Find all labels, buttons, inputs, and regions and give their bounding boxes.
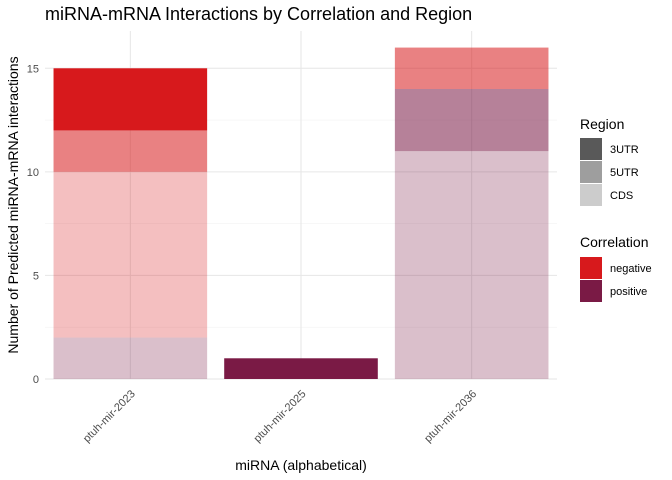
legend-region-swatch bbox=[580, 184, 602, 206]
bar-segment bbox=[224, 358, 378, 379]
legend-correlation-swatch bbox=[580, 257, 602, 279]
legend-region-label: 3UTR bbox=[610, 144, 639, 156]
bar-segment bbox=[53, 68, 208, 131]
legend-correlation-label: negative bbox=[610, 263, 652, 275]
legend-correlation-swatch bbox=[580, 280, 602, 302]
legend-correlation-label: positive bbox=[610, 286, 647, 298]
y-tick-label: 10 bbox=[27, 167, 39, 179]
legend-region-swatch bbox=[580, 138, 602, 160]
bar-segment bbox=[53, 337, 208, 379]
legend-region-swatch bbox=[580, 161, 602, 183]
legend-region-title: Region bbox=[580, 116, 624, 132]
y-tick-label: 15 bbox=[27, 63, 39, 75]
bar-segment bbox=[394, 47, 549, 89]
legend-correlation-title: Correlation bbox=[580, 234, 648, 250]
legend-region-label: 5UTR bbox=[610, 167, 639, 179]
bar-segment bbox=[53, 171, 208, 338]
bar-segment bbox=[394, 151, 549, 379]
y-tick-label: 5 bbox=[33, 270, 39, 282]
bar-segment bbox=[53, 130, 208, 172]
bar-segment bbox=[394, 89, 549, 152]
x-axis-title: miRNA (alphabetical) bbox=[235, 457, 367, 473]
bars bbox=[53, 47, 549, 379]
x-tick-label: ptuh-mir-2036 bbox=[422, 388, 479, 445]
x-tick-label: ptuh-mir-2023 bbox=[81, 388, 138, 445]
legend-region-label: CDS bbox=[610, 190, 633, 202]
x-tick-label: ptuh-mir-2025 bbox=[252, 388, 309, 445]
chart-title: miRNA-mRNA Interactions by Correlation a… bbox=[45, 4, 472, 24]
legend: Region Correlation 3UTR 5UTR CDS negative po… bbox=[580, 116, 652, 302]
y-tick-label: 0 bbox=[33, 374, 39, 386]
y-axis-title: Number of Predicted miRNA-mRNA interacti… bbox=[5, 56, 21, 353]
